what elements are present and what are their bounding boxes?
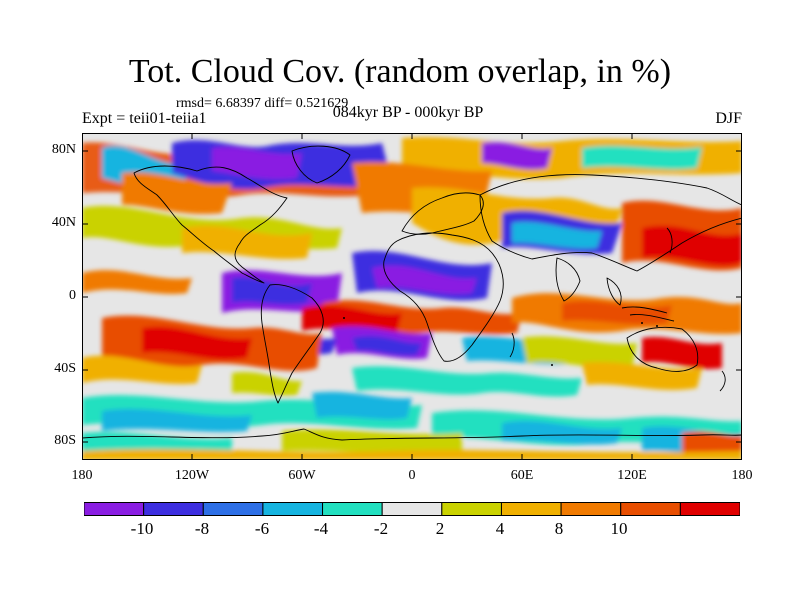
colorbar-label: 2: [435, 519, 445, 538]
lat-label-80s: 80S: [54, 433, 76, 448]
lon-label-120e: 120E: [617, 468, 647, 483]
lat-label-40s: 40S: [54, 361, 76, 376]
islands: [343, 317, 658, 366]
colorbar-box: [381, 502, 443, 516]
season-label: DJF: [715, 110, 742, 127]
colorbar-label: -10: [130, 519, 154, 538]
colorbar-label: -6: [254, 519, 270, 538]
colorbar-box: [620, 502, 681, 516]
colorbar-box: [441, 502, 502, 516]
lat-label-40n: 40N: [51, 215, 76, 230]
colorbar: [84, 502, 740, 516]
lon-label-60w: 60W: [288, 468, 316, 483]
colorbar-label: 4: [495, 519, 505, 538]
colorbar-box: [84, 502, 145, 516]
anomaly-fields: [82, 136, 742, 460]
colorbar-box: [262, 502, 324, 516]
map-ticks: [82, 133, 742, 460]
plot-title: Tot. Cloud Cov. (random overlap, in %): [128, 53, 672, 90]
colorbar-box: [143, 502, 204, 516]
lon-label-180e: 180: [731, 468, 753, 483]
colorbar-box: [560, 502, 622, 516]
experiment-label: Expt = teii01-teiia1: [82, 110, 207, 127]
colorbar-label: -4: [313, 519, 329, 538]
statistics-text: rmsd= 6.68397 diff= 0.521629: [176, 96, 349, 111]
lat-label-80n: 80N: [51, 142, 76, 157]
colorbar-label: -2: [373, 519, 389, 538]
lon-label-60e: 60E: [510, 468, 534, 483]
lat-label-0: 0: [69, 288, 76, 303]
lon-label-180w: 180: [71, 468, 93, 483]
colorbar-box: [679, 502, 740, 516]
colorbar-label: -8: [194, 519, 210, 538]
lon-label-0: 0: [408, 468, 416, 483]
period-label: 084kyr BP - 000kyr BP: [332, 104, 484, 121]
cloud-cover-map: [82, 133, 742, 460]
colorbar-box: [202, 502, 264, 516]
coastlines: [82, 145, 742, 441]
colorbar-box: [500, 502, 562, 516]
colorbar-label: 10: [610, 519, 628, 538]
colorbar-label: 8: [554, 519, 564, 538]
colorbar-box: [322, 502, 383, 516]
lon-label-120w: 120W: [174, 468, 210, 483]
